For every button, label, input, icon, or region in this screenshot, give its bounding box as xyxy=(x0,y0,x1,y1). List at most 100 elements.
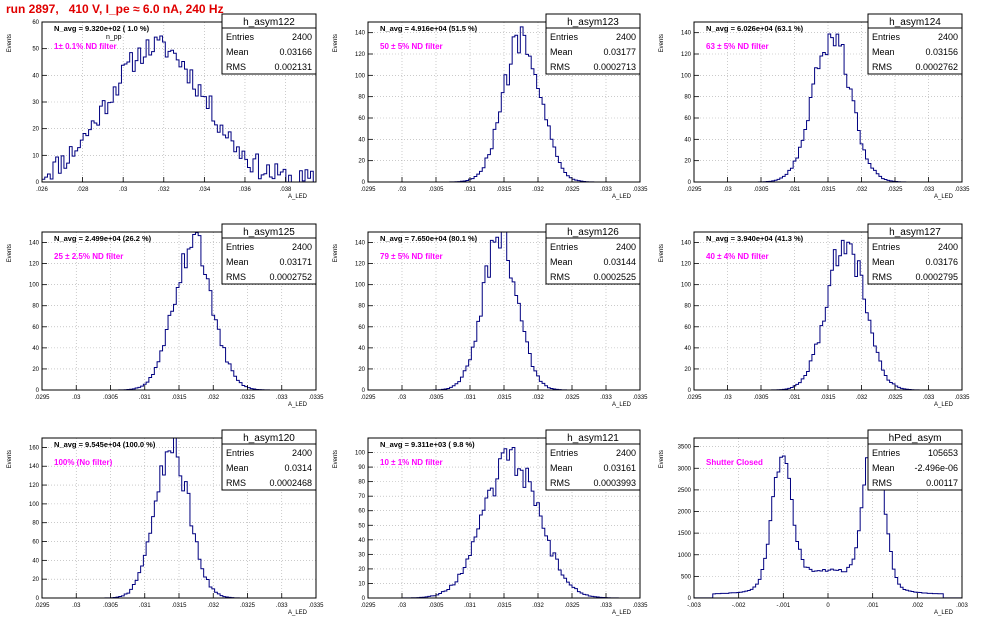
y-tick-label: 100 xyxy=(29,283,40,289)
x-tick-label: .03 xyxy=(72,395,81,401)
stats-value: -2.496e-06 xyxy=(914,463,958,473)
x-tick-label: .0295 xyxy=(360,187,376,193)
y-tick-label: 120 xyxy=(29,262,40,268)
x-tick-label: .033 xyxy=(600,187,612,193)
stats-key: Entries xyxy=(226,32,255,42)
x-tick-label: .0305 xyxy=(428,603,444,609)
y-tick-label: 0 xyxy=(362,180,366,186)
y-tick-label: 40 xyxy=(32,346,39,352)
y-tick-label: 0 xyxy=(36,388,40,394)
x-axis-label: A_LED xyxy=(288,610,308,616)
navg-label: N_avg = 6.026e+04 (63.1 %) xyxy=(706,24,804,33)
x-tick-label: .038 xyxy=(280,187,292,193)
x-tick-label: .036 xyxy=(239,187,251,193)
stats-box xyxy=(867,13,963,75)
stats-key: RMS xyxy=(226,478,246,488)
navg-label: N_avg = 9.320e+02 ( 1.0 %) xyxy=(54,24,150,33)
navg-label: N_avg = 2.499e+04 (26.2 %) xyxy=(54,234,152,243)
y-tick-label: 20 xyxy=(358,567,365,573)
stats-box xyxy=(221,223,317,285)
y-tick-label: 30 xyxy=(32,100,39,106)
y-tick-label: 80 xyxy=(684,95,691,101)
x-tick-label: .0335 xyxy=(308,395,324,401)
y-tick-label: 120 xyxy=(355,52,366,58)
navg-label: N_avg = 9.545e+04 (100.0 %) xyxy=(54,440,156,449)
y-tick-label: 120 xyxy=(355,262,366,268)
y-tick-label: 100 xyxy=(29,502,40,508)
stats-key: RMS xyxy=(872,272,892,282)
stats-key: Entries xyxy=(550,448,579,458)
x-tick-label: .032 xyxy=(532,187,544,193)
x-tick-label: .0335 xyxy=(632,603,648,609)
filter-label: 79 ± 5% ND filter xyxy=(380,252,443,261)
x-tick-label: .0305 xyxy=(753,395,769,401)
x-tick-label: .033 xyxy=(276,603,288,609)
filter-label: 50 ± 5% ND filter xyxy=(380,42,443,51)
x-tick-label: .0315 xyxy=(496,395,512,401)
stats-key: Entries xyxy=(872,242,901,252)
y-axis-label: Events xyxy=(333,244,339,262)
y-tick-label: 90 xyxy=(358,465,365,471)
x-tick-label: -.001 xyxy=(776,603,790,609)
x-tick-label: .0335 xyxy=(308,603,324,609)
histogram-line xyxy=(41,35,316,183)
x-tick-label: .031 xyxy=(464,395,476,401)
stats-key: Mean xyxy=(872,47,895,57)
x-tick-label: .032 xyxy=(207,395,219,401)
run-title: run 2897, 410 V, I_pe ≈ 6.0 nA, 240 Hz xyxy=(6,2,224,16)
y-tick-label: 60 xyxy=(684,325,691,331)
x-tick-label: .032 xyxy=(856,395,868,401)
y-tick-label: 40 xyxy=(684,137,691,143)
x-tick-label: .03 xyxy=(398,187,407,193)
stats-key: RMS xyxy=(226,62,246,72)
y-tick-label: 40 xyxy=(358,346,365,352)
y-tick-label: 140 xyxy=(29,464,40,470)
x-tick-label: .0305 xyxy=(428,187,444,193)
x-tick-label: .0315 xyxy=(820,395,836,401)
x-tick-label: .032 xyxy=(856,187,868,193)
y-tick-label: 20 xyxy=(358,159,365,165)
x-tick-label: -.003 xyxy=(687,603,701,609)
y-tick-label: 2500 xyxy=(678,488,692,494)
y-tick-label: 0 xyxy=(362,596,366,602)
stats-value: 0.00117 xyxy=(926,478,958,488)
x-tick-label: .033 xyxy=(600,603,612,609)
navg-label: N_avg = 7.650e+04 (80.1 %) xyxy=(380,234,478,243)
y-tick-label: 3500 xyxy=(678,445,692,451)
x-tick-label: .032 xyxy=(532,395,544,401)
x-tick-label: .0335 xyxy=(954,187,970,193)
x-axis-label: A_LED xyxy=(288,402,308,408)
y-tick-label: 120 xyxy=(681,52,692,58)
x-tick-label: .0315 xyxy=(496,603,512,609)
stats-key: RMS xyxy=(872,478,892,488)
x-tick-label: .0325 xyxy=(887,187,903,193)
stats-value: 0.0314 xyxy=(284,463,312,473)
x-tick-label: .03 xyxy=(723,395,732,401)
x-tick-label: .0305 xyxy=(103,395,119,401)
y-tick-label: 0 xyxy=(688,388,692,394)
stats-value: 0.0002795 xyxy=(915,272,958,282)
y-tick-label: 80 xyxy=(684,304,691,310)
stats-key: Entries xyxy=(550,242,579,252)
stats-value: 105653 xyxy=(928,448,958,458)
stats-value: 2400 xyxy=(292,32,312,42)
stats-value: 0.0002752 xyxy=(269,272,312,282)
x-axis-label: A_LED xyxy=(612,610,632,616)
x-tick-label: .0295 xyxy=(34,603,50,609)
y-tick-label: 100 xyxy=(681,283,692,289)
x-tick-label: .032 xyxy=(532,603,544,609)
stats-key: Mean xyxy=(872,463,895,473)
y-tick-label: 20 xyxy=(684,159,691,165)
x-tick-label: .033 xyxy=(276,395,288,401)
x-tick-label: .031 xyxy=(464,603,476,609)
y-tick-label: 120 xyxy=(29,483,40,489)
x-tick-label: .0325 xyxy=(564,603,580,609)
y-tick-label: 1500 xyxy=(678,531,692,537)
y-tick-label: 40 xyxy=(32,558,39,564)
x-tick-label: .03 xyxy=(723,187,732,193)
stats-title: h_asym127 xyxy=(889,227,941,238)
y-tick-label: 60 xyxy=(358,116,365,122)
stats-key: RMS xyxy=(550,272,570,282)
stats-value: 0.0002762 xyxy=(915,62,958,72)
